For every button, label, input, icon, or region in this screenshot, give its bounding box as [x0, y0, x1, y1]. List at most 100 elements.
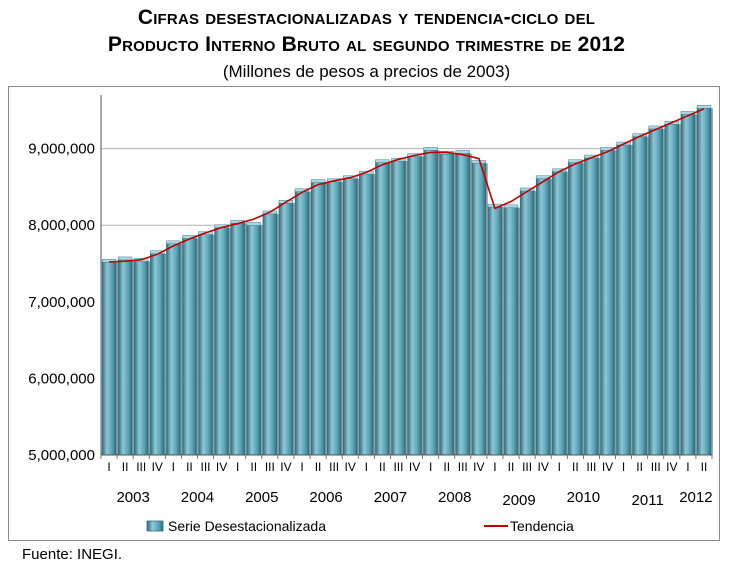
quarter-label: III — [201, 460, 211, 474]
axes — [100, 95, 713, 459]
legend-label-line: Tendencia — [510, 518, 574, 534]
quarter-label: II — [636, 460, 643, 474]
quarter-label: I — [493, 460, 496, 474]
quarter-label: IV — [152, 460, 163, 474]
bar — [310, 181, 326, 456]
quarter-label: III — [522, 460, 532, 474]
bar-cap — [375, 159, 390, 163]
quarter-label: IV — [216, 460, 227, 474]
bar-cap — [423, 147, 438, 151]
bar — [455, 152, 470, 456]
bar — [391, 159, 406, 456]
quarter-label: I — [686, 460, 689, 474]
bar — [230, 221, 245, 456]
bar — [182, 237, 197, 456]
bar-cap — [503, 204, 519, 209]
year-label: 2012 — [679, 489, 712, 506]
bar — [133, 260, 149, 456]
year-labels: 2003 2004 2005 2006 2007 2008 2009 2010 2011 2012 — [116, 489, 712, 509]
bar-cap — [310, 179, 326, 183]
quarter-label: IV — [537, 460, 548, 474]
bar — [166, 242, 181, 456]
quarter-label: II — [701, 460, 708, 474]
quarter-label: III — [651, 460, 661, 474]
year-label: 2005 — [245, 489, 278, 506]
quarter-label: II — [186, 460, 193, 474]
bar — [198, 233, 213, 456]
bar — [648, 127, 663, 456]
bar-cap — [696, 105, 712, 109]
bar — [616, 143, 631, 456]
bar — [246, 224, 261, 456]
quarter-label: III — [393, 460, 403, 474]
bar — [696, 106, 712, 456]
bar — [294, 190, 310, 456]
bar — [600, 149, 615, 456]
bar — [359, 172, 374, 456]
legend-label-bars: Serie Desestacionalizada — [168, 518, 326, 534]
quarter-label: IV — [602, 460, 613, 474]
year-label: 2008 — [438, 489, 471, 506]
y-tick-label: 6,000,000 — [28, 370, 95, 387]
quarter-label: II — [315, 460, 322, 474]
trend-line-group — [108, 108, 705, 263]
legend-swatch-bars — [146, 520, 164, 532]
quarter-label: I — [622, 460, 625, 474]
bar — [423, 149, 438, 456]
bar-cap — [118, 256, 133, 261]
year-label: 2007 — [374, 489, 407, 506]
quarter-label: II — [572, 460, 579, 474]
year-label: 2010 — [567, 489, 600, 506]
y-tick-label: 5,000,000 — [28, 447, 95, 464]
bar — [278, 201, 294, 456]
quarter-label: I — [107, 460, 110, 474]
trend-line — [108, 108, 705, 263]
y-tick-labels: 5,000,000 6,000,000 7,000,000 8,000,000 9,00… — [28, 141, 95, 464]
chart-frame — [8, 86, 720, 541]
y-tick-label: 9,000,000 — [28, 141, 95, 158]
bar-cap — [246, 222, 261, 226]
bar — [101, 260, 117, 456]
quarter-label: II — [379, 460, 386, 474]
bar — [117, 258, 133, 456]
chart-subtitle: (Millones de pesos a precios de 2003) — [222, 62, 511, 81]
bar — [584, 156, 599, 456]
bar — [487, 205, 503, 456]
bar — [326, 180, 342, 456]
bar — [519, 189, 535, 456]
bar — [214, 226, 229, 456]
bar — [535, 177, 551, 456]
quarter-label: IV — [280, 460, 291, 474]
quarter-label: III — [136, 460, 146, 474]
bar — [150, 252, 165, 456]
bar — [407, 155, 422, 456]
year-label: 2009 — [502, 492, 535, 509]
legend: Serie Desestacionalizada Tendencia — [146, 518, 574, 534]
quarter-label: IV — [345, 460, 356, 474]
quarter-label: IV — [409, 460, 420, 474]
quarter-label: I — [558, 460, 561, 474]
quarter-label: I — [300, 460, 303, 474]
year-label: 2011 — [632, 492, 664, 509]
quarter-label: II — [443, 460, 450, 474]
quarter-label: IV — [473, 460, 484, 474]
bar — [375, 161, 390, 456]
source-note: Fuente: INEGI. — [22, 546, 123, 563]
quarter-label: III — [458, 460, 468, 474]
bar — [552, 170, 567, 456]
y-tick-label: 7,000,000 — [28, 294, 95, 311]
year-label: 2006 — [309, 489, 342, 506]
year-label: 2003 — [116, 489, 149, 506]
bar — [262, 212, 278, 456]
quarter-label: II — [508, 460, 515, 474]
quarter-label: I — [365, 460, 368, 474]
quarter-label: I — [172, 460, 175, 474]
bar — [471, 162, 487, 456]
quarter-label: III — [265, 460, 275, 474]
chart-title-line-1: Cifras desestacionalizadas y tendencia-c… — [137, 6, 596, 29]
quarter-label: II — [122, 460, 129, 474]
y-tick-label: 8,000,000 — [28, 217, 95, 234]
bar — [343, 177, 358, 456]
quarter-label: I — [236, 460, 239, 474]
